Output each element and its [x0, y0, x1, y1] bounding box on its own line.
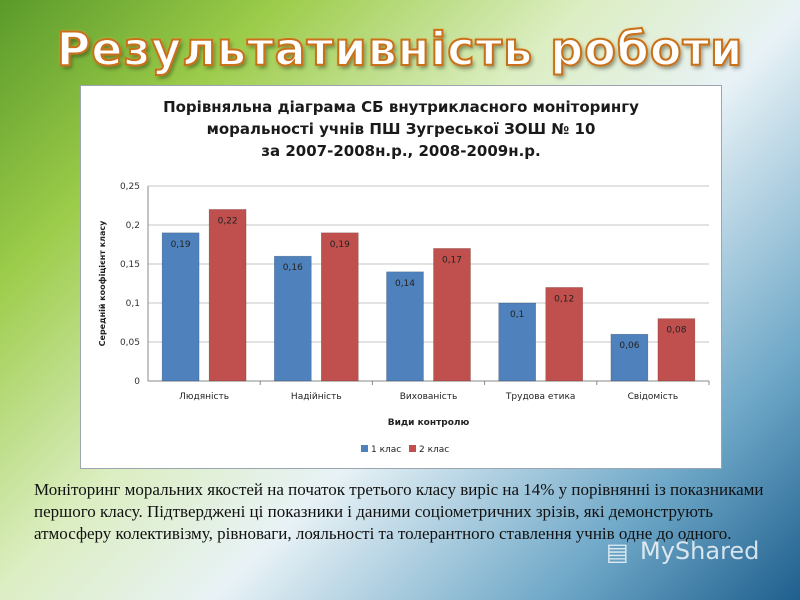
y-tick-label: 0,1 [126, 299, 140, 309]
x-tick-label: Надійність [291, 392, 342, 402]
chart-title-line-3: за 2007-2008н.р., 2008-2009н.р. [261, 142, 541, 160]
bar [161, 232, 200, 382]
legend-label: 1 клас [371, 445, 401, 455]
bar [545, 287, 584, 382]
slide-title: Результативність роботи [56, 21, 744, 77]
bar-value-label: 0,16 [283, 263, 303, 273]
x-tick-label: Свідомість [628, 392, 679, 402]
bar-value-label: 0,22 [218, 216, 238, 226]
bar [498, 302, 537, 382]
bar-value-label: 0,08 [666, 326, 686, 336]
bar [386, 271, 424, 382]
bar-value-label: 0,19 [171, 240, 191, 250]
bar-value-label: 0,06 [619, 341, 639, 351]
bar-chart: 0 0,05 0,1 0,15 0,2 0,25 0,19 0,22 Людяність 0,16… [97, 182, 710, 455]
x-axis-title: Види контролю [388, 418, 470, 428]
x-tick-label: Трудова етика [505, 392, 576, 402]
bar-value-label: 0,14 [395, 279, 415, 289]
y-tick-label: 0 [134, 377, 140, 387]
bar [274, 255, 312, 382]
watermark-icon: ▤ [606, 539, 629, 566]
bar [321, 232, 359, 382]
x-tick-label: Вихованість [400, 392, 458, 402]
y-tick-label: 0,05 [120, 338, 140, 348]
y-tick-label: 0,15 [120, 260, 140, 270]
bar [208, 209, 247, 382]
slide-description: Моніторинг моральних якостей на початок … [34, 480, 764, 543]
chart-title: Порівняльна діаграма СБ внутрикласного м… [81, 96, 721, 162]
legend-label: 2 клас [419, 445, 449, 455]
x-tick-label: Людяність [179, 392, 229, 402]
bar-value-label: 0,19 [330, 240, 350, 250]
bar [610, 333, 649, 382]
y-tick-label: 0,25 [120, 182, 140, 192]
chart-panel: Порівняльна діаграма СБ внутрикласного м… [80, 85, 722, 469]
chart-title-line-1: Порівняльна діаграма СБ внутрикласного м… [163, 98, 639, 116]
legend-swatch [409, 445, 416, 452]
bar [433, 248, 471, 382]
bar [657, 318, 696, 382]
legend-swatch [361, 445, 368, 452]
y-axis-title: Середній коофіцієнт класу [97, 220, 107, 346]
watermark: MyShared [640, 537, 760, 565]
bar-value-label: 0,1 [510, 310, 524, 320]
bar-value-label: 0,17 [442, 255, 462, 265]
bar-value-label: 0,12 [554, 294, 574, 304]
y-tick-label: 0,2 [126, 221, 140, 231]
chart-title-line-2: моральності учнів ПШ Зугреської ЗОШ № 10 [206, 120, 596, 138]
